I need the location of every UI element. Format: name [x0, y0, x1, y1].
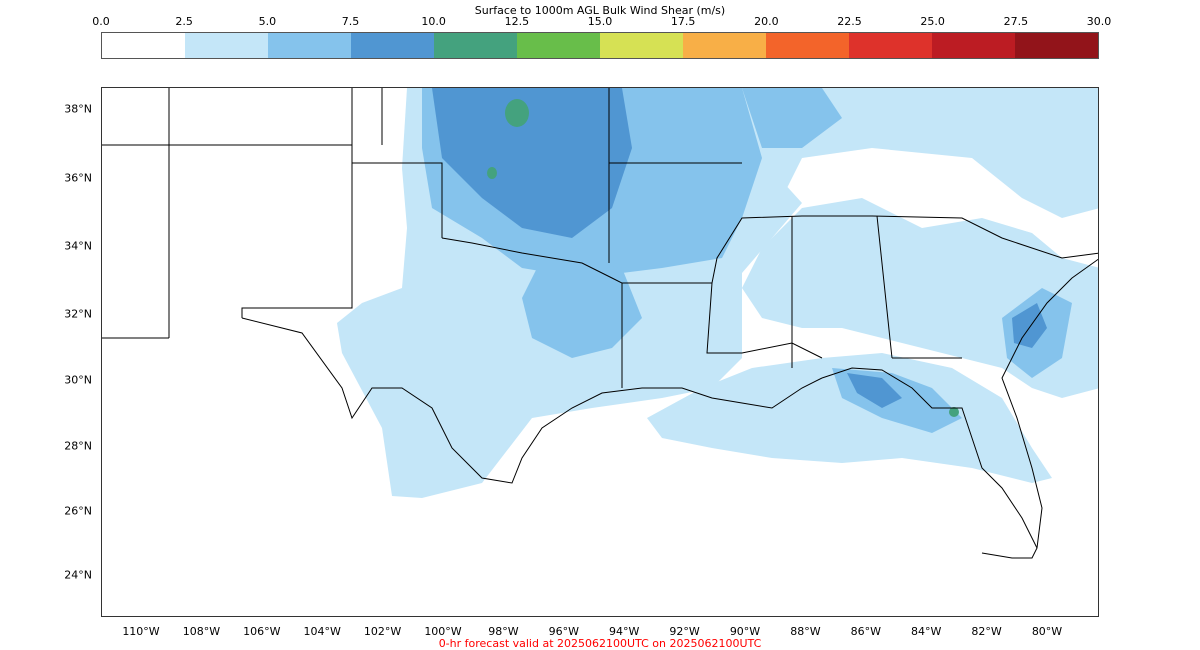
boundaries	[102, 88, 1098, 559]
colorbar-tick-label: 22.5	[837, 15, 862, 28]
latitude-label: 28°N	[64, 439, 92, 453]
shear-band-10-12-5-florida	[949, 407, 959, 417]
latitude-label: 26°N	[64, 504, 92, 518]
colorbar-tick-label: 17.5	[670, 15, 696, 28]
longitude-label: 80°W	[1031, 625, 1063, 638]
colorbar-tick-label: 10.0	[421, 15, 446, 28]
coastline-gulf-east	[821, 367, 1038, 559]
shear-band-5-7-5-kentucky	[742, 88, 842, 148]
longitude-label: 84°W	[911, 625, 942, 638]
shear-band-10-12-5-oklahoma	[487, 167, 497, 179]
colorbar-segment	[268, 33, 351, 58]
colorbar-tick-label: 7.5	[341, 15, 360, 28]
latitude-label: 38°N	[64, 102, 92, 116]
shear-band-5-7-5-texas	[522, 258, 642, 358]
forecast-valid-footer: 0-hr forecast valid at 2025062100UTC on …	[438, 637, 762, 650]
shear-band-7-5-10-gulf	[847, 373, 902, 408]
colorbar-tick-label: 15.0	[587, 15, 613, 28]
colorbar-tick-label: 20.0	[754, 15, 779, 28]
longitude-label: 82°W	[971, 625, 1002, 638]
map-svg	[102, 88, 1098, 559]
longitude-label: 108°W	[182, 625, 221, 638]
latitude-label: 24°N	[64, 568, 92, 582]
longitude-label: 98°W	[488, 625, 519, 638]
map-panel	[101, 87, 1099, 617]
colorbar-segment	[517, 33, 600, 58]
latitude-label: 30°N	[64, 373, 92, 387]
colorbar-tick-label: 2.5	[175, 15, 193, 28]
shear-band-7-5-10-carolina	[1012, 303, 1047, 348]
longitude-label: 110°W	[122, 625, 160, 638]
colorbar-segment	[600, 33, 683, 58]
longitude-label: 104°W	[303, 625, 341, 638]
colorbar-tick-label: 5.0	[258, 15, 277, 28]
coastline-texas	[241, 317, 823, 484]
latitude-label: 34°N	[64, 239, 92, 253]
colorbar-segment	[102, 33, 185, 58]
colorbar-segment	[1015, 33, 1098, 58]
shear-band-2-5-gulf	[647, 353, 1052, 483]
colorbar-segment	[185, 33, 268, 58]
coastline-atlantic	[1001, 258, 1098, 549]
latitude-label: 36°N	[64, 171, 92, 185]
colorbar-segment	[766, 33, 849, 58]
longitude-label: 92°W	[669, 625, 700, 638]
longitude-label: 102°W	[363, 625, 402, 638]
colorbar-segment	[351, 33, 434, 58]
colorbar-tick-label: 12.5	[504, 15, 530, 28]
longitude-label: 86°W	[850, 625, 881, 638]
shear-shading	[337, 88, 1098, 498]
longitude-label: 96°W	[548, 625, 579, 638]
colorbar	[101, 32, 1099, 59]
longitude-label: 100°W	[424, 625, 462, 638]
border-plains-states	[381, 88, 742, 388]
colorbar-title: Surface to 1000m AGL Bulk Wind Shear (m/…	[474, 4, 726, 17]
colorbar-segment	[849, 33, 932, 58]
longitude-label: 90°W	[729, 625, 761, 638]
longitude-label: 94°W	[609, 625, 640, 638]
latitude-label: 32°N	[64, 307, 92, 321]
colorbar-tick-labels: 0.0 2.5 5.0 7.5 10.0 12.5 15.0 17.5 20.0 22.5 25.0…	[0, 15, 1200, 29]
border-southeast-states	[622, 215, 1098, 368]
shear-band-7-5-10-oklahoma	[432, 88, 632, 238]
border-western-states	[102, 88, 443, 339]
colorbar-segment	[434, 33, 517, 58]
longitude-label: 106°W	[243, 625, 281, 638]
longitude-label: 88°W	[790, 625, 821, 638]
colorbar-tick-label: 0.0	[92, 15, 110, 28]
colorbar-tick-label: 30.0	[1086, 15, 1112, 28]
colorbar-tick-label: 27.5	[1003, 15, 1029, 28]
colorbar-segment	[932, 33, 1015, 58]
colorbar-tick-label: 25.0	[920, 15, 945, 28]
colorbar-segment	[683, 33, 766, 58]
shear-band-10-12-5-kansas	[505, 99, 529, 127]
